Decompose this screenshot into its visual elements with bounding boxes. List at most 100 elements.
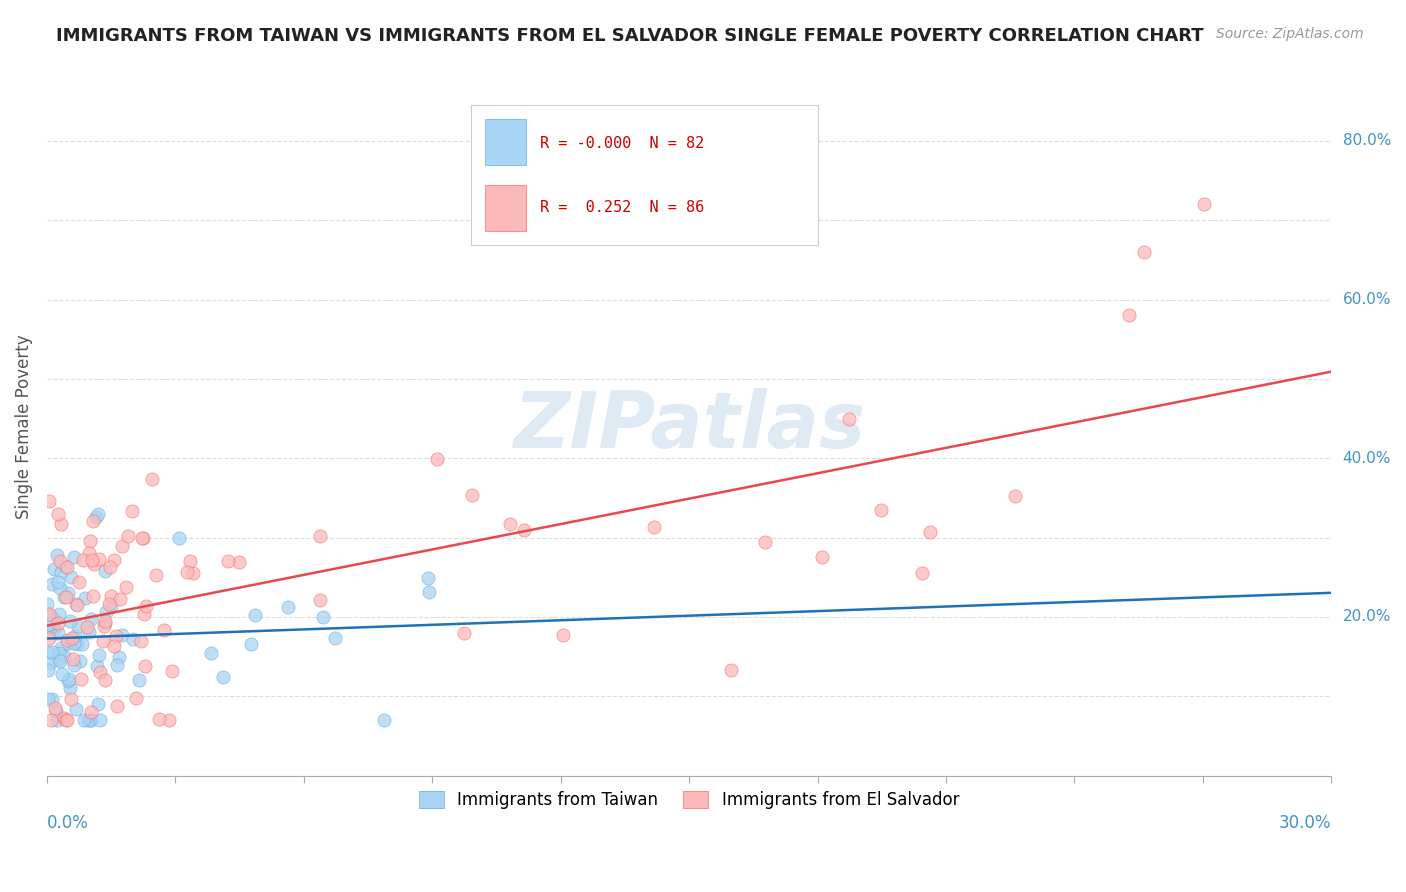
- Point: [46, 615, 69, 630]
- Point: [56, 633, 79, 648]
- Point: [65, 629, 87, 643]
- Point: [48, 607, 70, 622]
- Point: [111, 540, 134, 554]
- Point: [82, 589, 104, 603]
- Point: [98, 597, 121, 611]
- Text: 20.0%: 20.0%: [1343, 609, 1391, 624]
- Point: [103, 639, 125, 653]
- Point: [44, 613, 66, 627]
- Point: [52, 590, 75, 604]
- Point: [135, 599, 157, 613]
- Point: [309, 529, 332, 543]
- Point: [51, 565, 73, 579]
- Point: [49, 516, 72, 531]
- Point: [80, 706, 103, 720]
- Point: [153, 623, 176, 637]
- Point: [911, 566, 934, 580]
- Point: [94, 565, 117, 579]
- Text: 30.0%: 30.0%: [1279, 814, 1331, 832]
- Point: [41, 692, 63, 706]
- Text: 40.0%: 40.0%: [1343, 450, 1391, 466]
- Point: [160, 664, 183, 678]
- Point: [42, 623, 65, 637]
- Point: [245, 608, 267, 623]
- Point: [65, 702, 87, 716]
- Point: [323, 631, 346, 645]
- Point: [89, 648, 111, 663]
- Point: [1118, 309, 1140, 323]
- Point: [461, 488, 484, 502]
- Point: [1004, 489, 1026, 503]
- Point: [37, 645, 59, 659]
- Point: [132, 531, 155, 545]
- Point: [53, 559, 76, 574]
- Point: [453, 626, 475, 640]
- Point: [63, 636, 86, 650]
- Point: [89, 713, 111, 727]
- Point: [100, 599, 122, 614]
- Point: [754, 535, 776, 549]
- Point: [96, 606, 118, 620]
- Point: [41, 576, 63, 591]
- Point: [55, 560, 77, 574]
- Point: [48, 651, 70, 665]
- Point: [48, 646, 70, 660]
- Point: [66, 598, 89, 612]
- Point: [63, 657, 86, 672]
- Point: [67, 575, 90, 590]
- Point: [77, 625, 100, 640]
- Point: [38, 617, 60, 632]
- Point: [67, 618, 90, 632]
- Point: [38, 631, 60, 645]
- Point: [98, 560, 121, 574]
- Point: [66, 637, 89, 651]
- Point: [80, 612, 103, 626]
- Point: [217, 554, 239, 568]
- Point: [84, 509, 107, 524]
- Point: [83, 558, 105, 572]
- Point: [179, 554, 201, 568]
- Text: ZIPatlas: ZIPatlas: [513, 389, 865, 465]
- Point: [51, 666, 73, 681]
- Text: 60.0%: 60.0%: [1343, 292, 1391, 307]
- Point: [89, 551, 111, 566]
- Point: [93, 619, 115, 633]
- Point: [59, 614, 82, 628]
- Point: [42, 562, 65, 576]
- Point: [62, 550, 84, 565]
- Point: [89, 665, 111, 679]
- Point: [157, 713, 180, 727]
- Point: [56, 636, 79, 650]
- Point: [145, 567, 167, 582]
- Point: [128, 673, 150, 687]
- Point: [53, 648, 76, 663]
- Point: [115, 580, 138, 594]
- Point: [55, 590, 77, 604]
- Point: [46, 507, 69, 521]
- Point: [94, 614, 117, 628]
- Point: [79, 713, 101, 727]
- Point: [37, 691, 59, 706]
- Point: [49, 641, 72, 656]
- Point: [1194, 197, 1216, 211]
- Point: [56, 713, 79, 727]
- Point: [76, 620, 98, 634]
- Point: [82, 514, 104, 528]
- Point: [838, 412, 860, 426]
- Point: [37, 663, 59, 677]
- Text: IMMIGRANTS FROM TAIWAN VS IMMIGRANTS FROM EL SALVADOR SINGLE FEMALE POVERTY CORR: IMMIGRANTS FROM TAIWAN VS IMMIGRANTS FRO…: [56, 27, 1204, 45]
- Point: [312, 610, 335, 624]
- Point: [181, 566, 204, 580]
- Point: [100, 590, 122, 604]
- Point: [131, 634, 153, 648]
- Point: [148, 712, 170, 726]
- Point: [104, 629, 127, 643]
- Point: [107, 649, 129, 664]
- Point: [59, 681, 82, 696]
- Point: [49, 581, 72, 595]
- Point: [87, 507, 110, 521]
- Y-axis label: Single Female Poverty: Single Female Poverty: [15, 334, 32, 519]
- Point: [228, 555, 250, 569]
- Point: [38, 616, 60, 631]
- Point: [93, 673, 115, 687]
